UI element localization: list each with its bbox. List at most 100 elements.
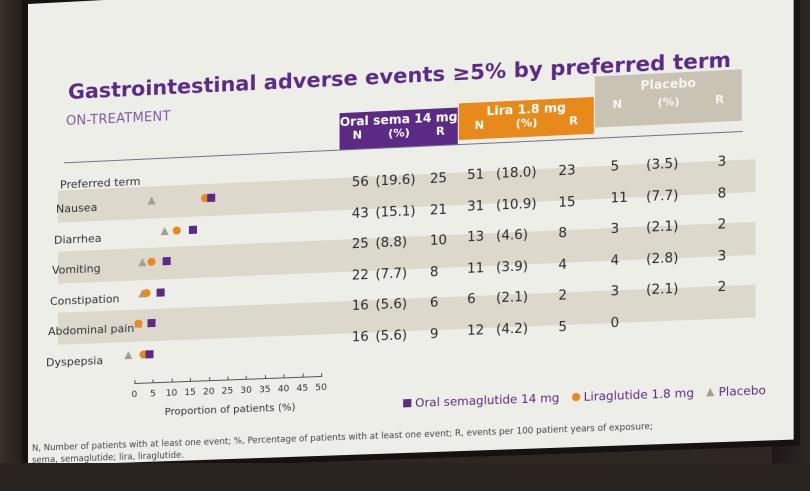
cell-plac-n: 5 xyxy=(610,159,620,175)
axis-tick xyxy=(321,372,323,377)
cell-lira-r: 15 xyxy=(558,194,576,211)
left-wall xyxy=(0,0,30,491)
marker-placebo xyxy=(147,196,156,205)
axis-tick xyxy=(171,378,173,383)
axis-tick-label: 35 xyxy=(258,384,271,396)
header-lira-n: N xyxy=(474,118,485,133)
legend-oral-swatch xyxy=(403,398,412,408)
header-lira-r: R xyxy=(569,114,578,128)
cell-plac-pct: (3.5) xyxy=(646,156,679,174)
cell-lira-r: 5 xyxy=(558,319,568,335)
projected-slide: Gastrointestinal adverse events ≥5% by p… xyxy=(28,0,794,467)
marker-oral-semaglutide xyxy=(162,256,172,266)
axis-tick-label: 50 xyxy=(315,382,327,394)
header-placebo: Placebo N (%) R xyxy=(594,69,742,128)
cell-oral-n: 43 xyxy=(351,205,369,222)
cell-lira-pct: (4.2) xyxy=(496,320,529,338)
header-oral-sema: Oral sema 14 mg N (%) R xyxy=(339,107,458,150)
cell-lira-n: 6 xyxy=(467,291,476,308)
cell-plac-r: 8 xyxy=(717,185,727,202)
cell-oral-r: 21 xyxy=(429,202,447,219)
legend: Oral semaglutide 14 mg Liraglutide 1.8 m… xyxy=(403,383,766,411)
cell-oral-r: 6 xyxy=(429,295,439,311)
cell-lira-pct: (18.0) xyxy=(496,164,537,183)
cell-plac-pct: (7.7) xyxy=(646,187,679,205)
cell-oral-r: 8 xyxy=(429,264,439,280)
axis-tick xyxy=(208,377,210,382)
axis-tick xyxy=(264,375,266,380)
row-term: Constipation xyxy=(50,291,120,308)
cell-plac-r: 2 xyxy=(717,216,727,233)
cell-plac-n: 3 xyxy=(610,283,620,300)
cell-lira-pct: (3.9) xyxy=(496,258,529,276)
floor-edge xyxy=(0,463,810,491)
cell-lira-n: 12 xyxy=(467,322,485,339)
cell-lira-r: 4 xyxy=(558,256,568,273)
cell-plac-r: 3 xyxy=(717,248,727,265)
cell-oral-n: 16 xyxy=(351,329,369,345)
header-placebo-cols: N (%) R xyxy=(595,92,742,112)
cell-oral-n: 56 xyxy=(351,174,369,191)
cell-plac-n: 0 xyxy=(610,315,620,331)
marker-oral-semaglutide xyxy=(147,318,156,328)
axis-tick-label: 25 xyxy=(221,386,234,397)
marker-oral-semaglutide xyxy=(207,193,216,203)
cell-oral-pct: (7.7) xyxy=(375,265,408,283)
axis-tick-label: 30 xyxy=(240,385,252,397)
marker-liraglutide xyxy=(134,319,143,328)
slide-subtitle: ON-TREATMENT xyxy=(66,109,171,130)
axis-tick xyxy=(283,374,285,379)
cell-plac-n: 4 xyxy=(610,252,620,269)
axis-tick xyxy=(152,379,154,384)
header-plac-pct: (%) xyxy=(657,94,680,110)
cell-oral-pct: (15.1) xyxy=(375,203,416,221)
axis-tick-label: 5 xyxy=(150,389,156,400)
cell-oral-n: 22 xyxy=(351,267,369,284)
cell-plac-pct: (2.1) xyxy=(646,281,679,299)
legend-lira-label: Liraglutide 1.8 mg xyxy=(583,385,695,404)
cell-lira-n: 13 xyxy=(467,229,485,246)
cell-lira-n: 51 xyxy=(467,167,485,184)
cell-lira-pct: (2.1) xyxy=(496,289,529,307)
marker-liraglutide xyxy=(142,288,151,297)
cell-lira-r: 2 xyxy=(558,288,568,304)
cell-oral-n: 25 xyxy=(351,236,369,253)
cell-plac-r: 2 xyxy=(717,279,727,296)
marker-placebo xyxy=(124,350,133,359)
cell-lira-pct: (4.6) xyxy=(496,227,529,245)
marker-oral-semaglutide xyxy=(156,287,165,297)
table-body: Nausea 56 (19.6) 25 51 (18.0) 23 5 (3.5) 3 Diarrhe… xyxy=(28,0,794,369)
cell-plac-pct: (2.1) xyxy=(646,219,679,236)
row-term: Nausea xyxy=(56,200,98,216)
legend-lira-swatch xyxy=(571,392,580,402)
axis-tick xyxy=(190,377,192,382)
cell-oral-pct: (5.6) xyxy=(375,296,408,314)
cell-lira-r: 8 xyxy=(558,225,568,242)
axis-tick-label: 0 xyxy=(131,389,138,401)
cell-oral-r: 10 xyxy=(429,233,447,250)
header-placebo-label: Placebo xyxy=(640,75,697,93)
cell-plac-pct: (2.8) xyxy=(646,250,679,268)
header-lira-pct: (%) xyxy=(515,115,538,131)
header-plac-n: N xyxy=(612,97,623,112)
cell-lira-r: 23 xyxy=(558,163,576,180)
cell-plac-n: 3 xyxy=(610,221,620,238)
legend-oral-label: Oral semaglutide 14 mg xyxy=(415,390,560,411)
marker-oral-semaglutide xyxy=(145,349,154,358)
cell-lira-n: 31 xyxy=(467,198,485,215)
header-oral-r: R xyxy=(435,124,445,139)
header-plac-r: R xyxy=(715,92,724,107)
axis-tick xyxy=(134,379,136,385)
axis-tick xyxy=(227,376,229,381)
cell-plac-r: 3 xyxy=(717,154,727,171)
x-axis-ticks: 0 5 10 15 20 25 30 35 40 45 50 xyxy=(28,0,794,400)
axis-tick xyxy=(246,375,248,380)
legend-placebo-label: Placebo xyxy=(718,382,766,400)
cell-plac-n: 11 xyxy=(610,189,628,207)
axis-tick xyxy=(302,373,304,378)
cell-oral-pct: (19.6) xyxy=(375,172,416,190)
axis-tick-label: 20 xyxy=(202,387,215,398)
legend-placebo-swatch xyxy=(706,387,715,397)
row-term: Vomiting xyxy=(52,261,101,277)
header-oral-pct: (%) xyxy=(388,126,410,141)
